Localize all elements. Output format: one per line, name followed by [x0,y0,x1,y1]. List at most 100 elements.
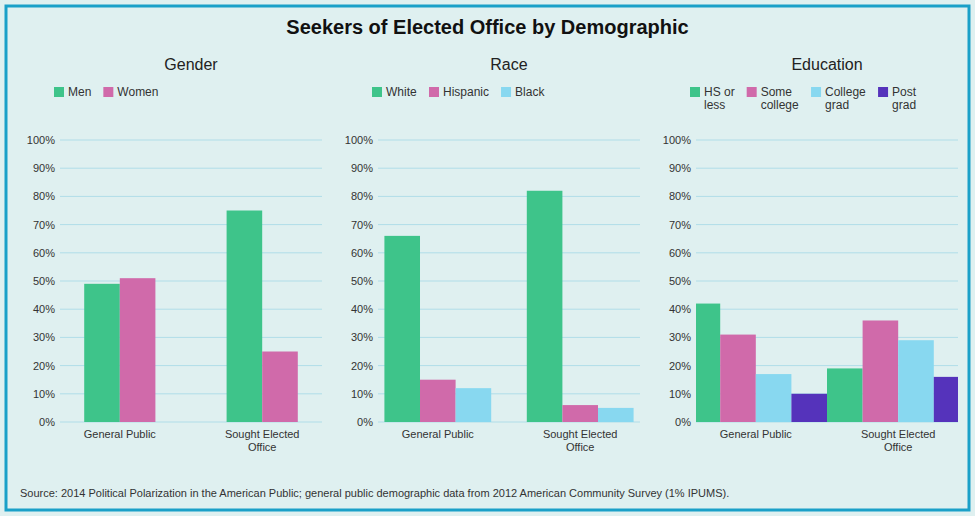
bar [598,408,634,422]
text-line: White [386,85,417,99]
legend-swatch [878,87,888,97]
y-tick-label: 0% [675,416,691,428]
bar [696,304,720,422]
title: Seekers of Elected Office by Demographic [286,16,688,38]
text-line: grad [825,98,849,112]
text-line: General Public [84,428,157,440]
legend-label: Black [515,85,545,99]
y-tick-label: 90% [33,162,55,174]
legend-swatch [429,87,439,97]
bar [456,388,492,422]
chart-root: Seekers of Elected Office by Demographic… [0,0,975,516]
grid-line [696,252,958,253]
grid-line [696,168,958,169]
bar [84,284,120,422]
legend-swatch [372,87,382,97]
bar [827,368,863,422]
text-line: Men [68,85,91,99]
legend-label: Collegegrad [825,85,866,112]
y-tick-label: 70% [351,219,373,231]
legend-swatch [811,87,821,97]
panel: Education0%10%20%30%40%50%60%70%80%90%10… [663,56,970,453]
grid-line [696,309,958,310]
legend-label: Hispanic [443,85,489,99]
text-line: Office [884,441,913,453]
grid-line [60,196,322,197]
bar [791,394,827,422]
grid-line [60,281,322,282]
y-tick-label: 100% [27,134,55,146]
legend-label: Somecollege [761,85,799,112]
legend-swatch [690,87,700,97]
y-tick-label: 10% [351,388,373,400]
y-tick-label: 20% [669,360,691,372]
bar [227,211,263,423]
y-tick-label: 80% [669,190,691,202]
subplot-title: Gender [164,56,218,73]
grid-line [696,281,958,282]
panel: Race0%10%20%30%40%50%60%70%80%90%100%Gen… [345,56,640,453]
background [0,0,975,516]
y-tick-label: 50% [33,275,55,287]
bar [262,352,298,423]
text-line: Sought Elected [225,428,300,440]
y-tick-label: 0% [357,416,373,428]
legend-swatch [501,87,511,97]
bars [696,304,958,422]
legend-swatch [103,87,113,97]
bars [384,191,633,422]
grid-line [378,224,640,225]
y-tick-label: 80% [33,190,55,202]
x-tick-label: Sought ElectedOffice [225,428,300,453]
text-line: Some [761,85,793,99]
bar [527,191,563,422]
y-tick-label: 100% [345,134,373,146]
border [6,6,969,510]
y-tick-label: 70% [669,219,691,231]
y-tick-label: 70% [33,219,55,231]
source: Source: 2014 Political Polarization in t… [20,487,729,499]
bar [120,278,156,422]
text-line: Sought Elected [861,428,936,440]
x-tick-label: General Public [84,428,157,440]
bar [898,340,934,422]
panel: Gender0%10%20%30%40%50%60%70%80%90%100%G… [27,56,322,453]
grid-line [378,168,640,169]
y-tick-label: 60% [33,247,55,259]
subplot-title: Education [791,56,862,73]
y-tick-label: 0% [39,416,55,428]
text-line: less [704,98,725,112]
y-tick-label: 40% [351,303,373,315]
bar [562,405,598,422]
y-tick-label: 60% [669,247,691,259]
y-tick-label: 10% [33,388,55,400]
y-tick-label: 30% [669,331,691,343]
y-tick-label: 10% [669,388,691,400]
text-line: Sought Elected [543,428,618,440]
text-line: General Public [402,428,475,440]
grid-line [60,168,322,169]
y-tick-label: 50% [351,275,373,287]
grid-line [696,140,958,141]
y-tick-label: 30% [33,331,55,343]
bar [720,335,756,422]
grid-line [378,140,640,141]
text-line: Black [515,85,545,99]
text-line: Post [892,85,917,99]
bar [420,380,456,422]
y-tick-label: 90% [351,162,373,174]
text-line: HS or [704,85,735,99]
legend-label: HS orless [704,85,735,112]
legend-swatch [747,87,757,97]
text-line: college [761,98,799,112]
bar [384,236,420,422]
grid-line [60,252,322,253]
subplot-title: Race [490,56,527,73]
grid-line [378,196,640,197]
grid-line [60,140,322,141]
y-tick-label: 50% [669,275,691,287]
x-tick-label: General Public [720,428,793,440]
bar [934,377,958,422]
y-tick-label: 20% [351,360,373,372]
x-tick-label: General Public [402,428,475,440]
